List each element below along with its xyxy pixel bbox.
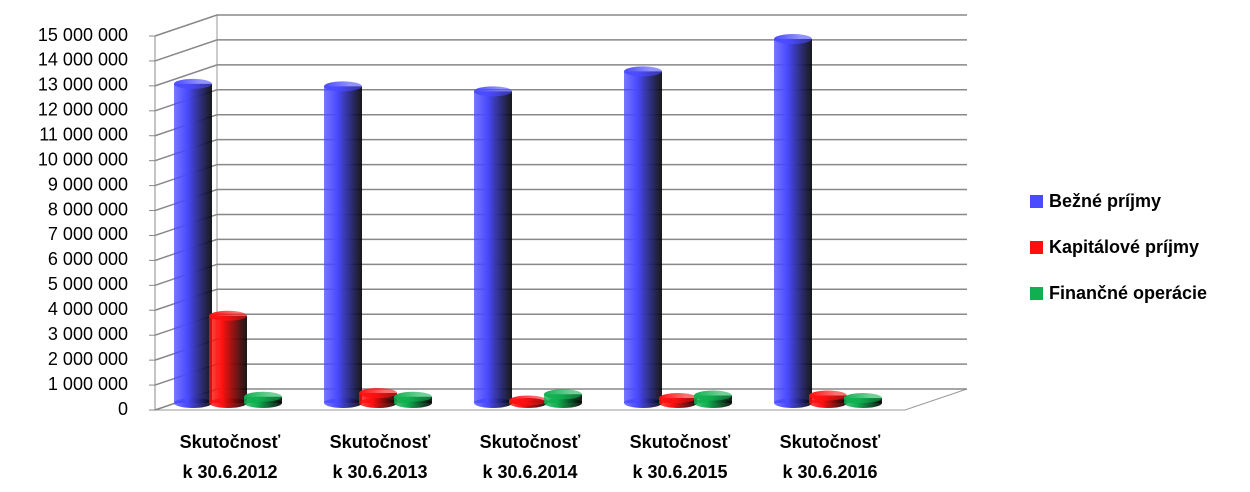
bar [624, 66, 662, 408]
grid-line [154, 338, 967, 361]
bar [809, 390, 847, 408]
legend-swatch [1030, 287, 1043, 300]
y-tick-label: 9 000 000 [48, 174, 128, 194]
grid-line [154, 188, 967, 212]
bar [359, 388, 397, 408]
bar [509, 395, 547, 408]
y-tick-label: 5 000 000 [48, 274, 128, 294]
legend-swatch [1030, 241, 1043, 254]
y-tick-label: 4 000 000 [48, 299, 128, 319]
bar [174, 78, 212, 408]
bar [774, 33, 812, 408]
bar [244, 391, 282, 408]
bar [474, 86, 512, 408]
y-tick-label: 0 [118, 399, 128, 419]
bar [544, 389, 582, 408]
x-tick-label: k 30.6.2016 [782, 462, 877, 482]
x-tick-label: Skutočnosť [480, 432, 581, 452]
x-tick-label: k 30.6.2014 [482, 462, 577, 482]
x-tick-label: k 30.6.2013 [332, 462, 427, 482]
y-tick-label: 8 000 000 [48, 199, 128, 219]
y-tick-label: 13 000 000 [38, 75, 128, 95]
y-tick-label: 11 000 000 [39, 124, 128, 144]
y-tick-label: 14 000 000 [38, 50, 128, 70]
bar [324, 81, 362, 408]
grid-line [154, 363, 967, 386]
grid-line [154, 163, 967, 187]
bar [694, 390, 732, 408]
grid-line [154, 113, 967, 137]
grid-line [154, 263, 967, 287]
x-tick-label: Skutočnosť [780, 432, 881, 452]
grid-line [154, 313, 967, 336]
y-tick-label: 10 000 000 [38, 149, 128, 169]
x-tick-label: Skutočnosť [330, 432, 431, 452]
y-tick-label: 15 000 000 [38, 25, 128, 45]
y-tick-label: 12 000 000 [38, 100, 128, 120]
y-tick-label: 3 000 000 [48, 324, 128, 344]
bar [844, 393, 882, 408]
y-tick-label: 1 000 000 [48, 374, 128, 394]
bar [394, 391, 432, 408]
bar [659, 393, 697, 408]
grid-line [154, 64, 967, 87]
legend-label: Bežné príjmy [1049, 191, 1161, 211]
legend-label: Finančné operácie [1049, 283, 1207, 303]
x-tick-label: k 30.6.2015 [632, 462, 727, 482]
bar [209, 310, 247, 408]
y-tick-label: 6 000 000 [48, 249, 128, 269]
grid-line [154, 238, 967, 262]
legend-label: Kapitálové príjmy [1049, 237, 1199, 257]
y-tick-label: 7 000 000 [48, 224, 128, 244]
x-tick-label: Skutočnosť [180, 432, 281, 452]
grid-line [154, 213, 967, 237]
x-tick-label: k 30.6.2012 [182, 462, 277, 482]
grid-line [154, 138, 967, 162]
grid-line [154, 14, 967, 37]
grid-line [154, 39, 967, 62]
legend-swatch [1030, 195, 1043, 208]
grid-line [154, 89, 967, 112]
grid-line [154, 288, 967, 311]
x-tick-label: Skutočnosť [630, 432, 731, 452]
y-tick-label: 2 000 000 [48, 349, 128, 369]
